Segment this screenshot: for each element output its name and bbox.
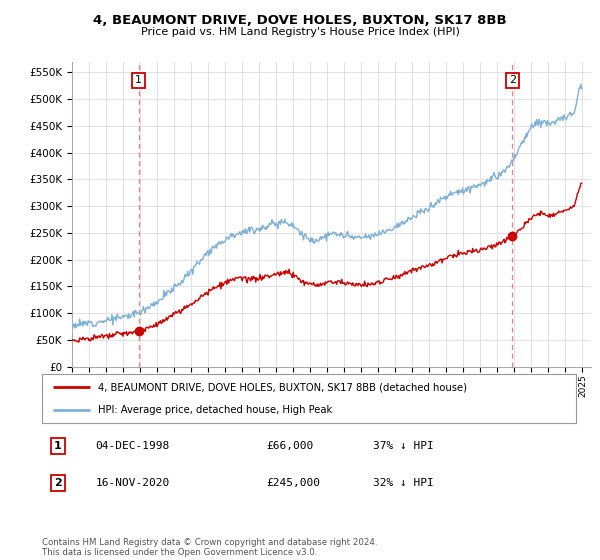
Text: HPI: Average price, detached house, High Peak: HPI: Average price, detached house, High…	[98, 405, 332, 416]
Text: Price paid vs. HM Land Registry's House Price Index (HPI): Price paid vs. HM Land Registry's House …	[140, 27, 460, 37]
Text: Contains HM Land Registry data © Crown copyright and database right 2024.
This d: Contains HM Land Registry data © Crown c…	[42, 538, 377, 557]
Text: 1: 1	[54, 441, 62, 451]
Text: 4, BEAUMONT DRIVE, DOVE HOLES, BUXTON, SK17 8BB: 4, BEAUMONT DRIVE, DOVE HOLES, BUXTON, S…	[93, 14, 507, 27]
Text: 4, BEAUMONT DRIVE, DOVE HOLES, BUXTON, SK17 8BB (detached house): 4, BEAUMONT DRIVE, DOVE HOLES, BUXTON, S…	[98, 382, 467, 393]
Text: 04-DEC-1998: 04-DEC-1998	[95, 441, 170, 451]
Text: 16-NOV-2020: 16-NOV-2020	[95, 478, 170, 488]
Text: 37% ↓ HPI: 37% ↓ HPI	[373, 441, 434, 451]
Text: 32% ↓ HPI: 32% ↓ HPI	[373, 478, 434, 488]
Text: 1: 1	[135, 76, 142, 85]
Text: £245,000: £245,000	[266, 478, 320, 488]
Text: 2: 2	[509, 76, 516, 85]
Text: £66,000: £66,000	[266, 441, 314, 451]
Text: 2: 2	[54, 478, 62, 488]
